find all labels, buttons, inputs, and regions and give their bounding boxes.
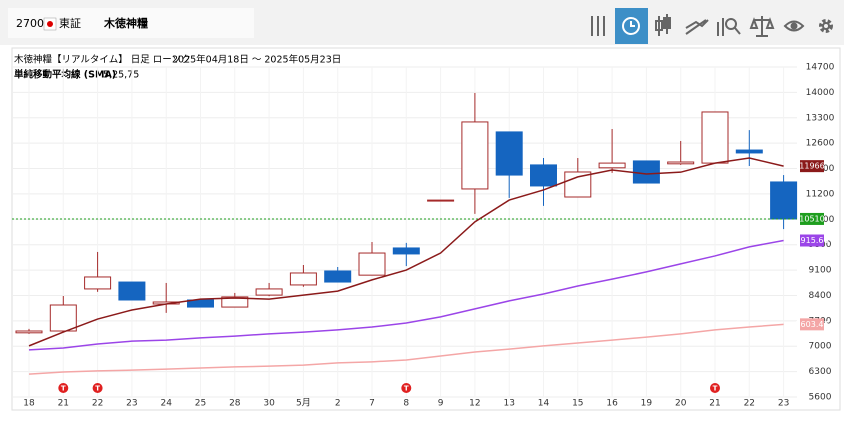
candle-body — [255, 288, 283, 296]
toolbar — [591, 8, 833, 44]
eye-icon[interactable] — [783, 20, 805, 32]
clock-icon — [622, 17, 640, 35]
candle-body — [84, 276, 112, 290]
x-tick-label: 7 — [369, 399, 375, 409]
chart-period: 2025年04月18日 ～ 2025年05月23日 — [172, 54, 341, 66]
scale-icon[interactable] — [749, 16, 775, 37]
sma-line — [28, 323, 784, 375]
trend-icon[interactable] — [685, 19, 709, 35]
x-tick-label: 24 — [160, 399, 172, 409]
x-tick-label: 22 — [744, 399, 755, 409]
candle-body — [392, 247, 420, 255]
event-marker — [92, 383, 103, 393]
x-tick-label: 12 — [469, 399, 480, 409]
candle-body — [495, 131, 523, 176]
event-label: T — [95, 385, 100, 393]
price-tag-label: 11966 — [799, 162, 824, 171]
price-tag — [800, 234, 824, 247]
stock-code: 2700 — [16, 17, 44, 30]
x-tick-label: 15 — [572, 399, 583, 409]
x-tick-label: 23 — [778, 399, 789, 409]
event-marker — [710, 383, 720, 393]
x-tick-label: 14 — [538, 399, 550, 409]
event-label: T — [713, 385, 718, 393]
candle-body — [735, 149, 763, 154]
x-tick-label: 2 — [335, 399, 341, 409]
price-tag-label: 9915.60 — [795, 236, 828, 245]
candle-icon[interactable] — [655, 14, 671, 36]
price-tag-label: 10510 — [799, 214, 824, 223]
candle-body — [530, 164, 557, 187]
x-tick-label: 30 — [263, 399, 275, 409]
y-tick-label: 8400 — [809, 291, 832, 301]
price-tag — [800, 318, 824, 331]
event-label: T — [404, 385, 409, 393]
candle-body — [632, 160, 660, 184]
market: 東証 — [59, 17, 81, 30]
x-tick-label: 8 — [403, 399, 409, 409]
gear-icon[interactable] — [819, 19, 833, 33]
search-icon[interactable] — [717, 18, 741, 36]
y-tick-label: 9100 — [809, 266, 832, 276]
chart-title: 木徳神糧【リアルタイム】 日足 ローソク — [14, 54, 191, 66]
indicator: 単純移動平均線 (SMA) — [14, 69, 116, 81]
x-tick-label: 23 — [126, 399, 137, 409]
candle-body — [49, 304, 77, 332]
x-tick-label: 18 — [23, 399, 35, 409]
candle-body — [598, 162, 626, 169]
event-label: T — [61, 385, 66, 393]
x-tick-label: 25 — [195, 399, 206, 409]
event-marker — [58, 383, 69, 393]
x-tick-label: 20 — [675, 399, 687, 409]
chart-frame — [11, 47, 841, 411]
candle-body — [118, 281, 146, 301]
candle-body — [461, 121, 489, 190]
x-tick-label: 21 — [58, 399, 69, 409]
candle-body — [187, 299, 214, 308]
y-tick-label: 13300 — [806, 113, 835, 123]
y-tick-label: 11200 — [806, 189, 835, 199]
y-tick-label: 5600 — [809, 393, 832, 403]
x-tick-label: 19 — [641, 399, 653, 409]
candle-body — [701, 111, 729, 164]
clock-hands — [630, 21, 635, 27]
x-tick-label: 5月 — [296, 398, 311, 409]
flag-dot — [47, 21, 53, 27]
price-tag-label: 7603.47 — [795, 320, 828, 329]
sma-line — [28, 157, 784, 347]
candle-body — [324, 270, 352, 283]
sma-line — [28, 239, 784, 351]
candle-body — [770, 181, 798, 220]
candle-body — [289, 272, 317, 286]
candle-body — [358, 252, 386, 276]
price-tag — [800, 212, 824, 225]
y-tick-label: 14000 — [806, 88, 835, 98]
candle-body — [15, 330, 43, 334]
x-tick-label: 21 — [709, 399, 720, 409]
candle-body — [427, 199, 455, 202]
stock-name: 木徳神糧 — [103, 16, 148, 30]
price-tag — [800, 160, 824, 173]
y-tick-label: 14700 — [806, 63, 835, 73]
candle-body — [667, 161, 695, 165]
x-tick-label: 28 — [229, 399, 241, 409]
y-tick-label: 12600 — [806, 139, 835, 149]
y-tick-label: 6300 — [809, 367, 832, 377]
x-tick-label: 22 — [92, 399, 103, 409]
x-tick-label: 13 — [503, 399, 514, 409]
event-marker — [401, 383, 412, 393]
x-tick-label: 16 — [606, 399, 618, 409]
x-tick-label: 9 — [438, 399, 444, 409]
candle-body — [221, 296, 249, 308]
bars-icon[interactable] — [591, 16, 605, 36]
indicator-params: 5,25,75 — [103, 70, 139, 81]
y-tick-label: 7000 — [809, 342, 832, 352]
